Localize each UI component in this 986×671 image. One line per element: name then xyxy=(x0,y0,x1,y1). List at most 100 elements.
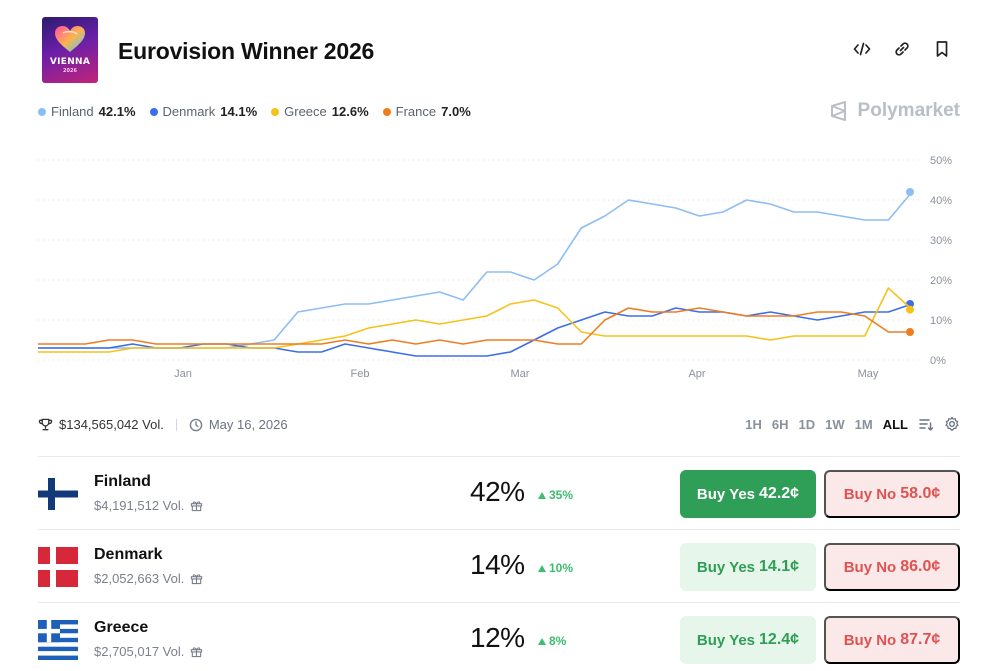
outcome-volume: $2,052,663 Vol. xyxy=(94,571,203,586)
brand-text: Polymarket xyxy=(857,100,960,121)
outcome-probability: 12% xyxy=(470,622,525,653)
y-tick-label: 30% xyxy=(930,235,952,247)
y-tick-label: 40% xyxy=(930,195,952,207)
triangle-up-icon xyxy=(538,564,546,572)
gift-icon[interactable] xyxy=(190,572,203,585)
outcome-name: Finland xyxy=(94,473,151,490)
series-line-finland xyxy=(38,191,913,349)
buy-no-label: Buy No xyxy=(843,631,897,649)
buy-yes-price: 14.1¢ xyxy=(759,558,800,575)
greece-flag-icon xyxy=(38,620,78,660)
market-stats: $134,565,042 Vol. May 16, 2026 1H 6H 1D … xyxy=(38,417,960,435)
buy-no-button-greece[interactable]: Buy No 87.7¢ xyxy=(824,616,960,664)
buy-no-button-finland[interactable]: Buy No 58.0¢ xyxy=(824,470,960,518)
gift-icon[interactable] xyxy=(190,645,203,658)
legend-label: Greece xyxy=(284,104,327,119)
y-tick-label: 0% xyxy=(930,355,946,367)
denmark-flag-icon xyxy=(38,547,78,587)
link-icon[interactable] xyxy=(892,39,912,59)
clock-icon xyxy=(189,418,203,431)
buy-yes-label: Buy Yes xyxy=(696,558,756,576)
buy-no-label: Buy No xyxy=(843,485,897,503)
legend-dot xyxy=(149,107,158,116)
heart-icon xyxy=(55,26,85,52)
filter-list-icon[interactable] xyxy=(918,416,934,432)
buy-yes-button-denmark[interactable]: Buy Yes 14.1¢ xyxy=(680,543,816,591)
range-all[interactable]: ALL xyxy=(882,416,908,432)
outcome-change: 8% xyxy=(538,634,566,648)
buy-yes-price: 42.2¢ xyxy=(759,485,800,502)
buy-no-price: 87.7¢ xyxy=(900,631,941,648)
bookmark-icon[interactable] xyxy=(932,39,952,59)
outcome-volume: $4,191,512 Vol. xyxy=(94,498,203,513)
event-logo: VIENNA 2026 xyxy=(42,17,98,83)
buy-yes-button-finland[interactable]: Buy Yes 42.2¢ xyxy=(680,470,816,518)
finland-flag-icon xyxy=(38,474,78,514)
y-tick-label: 20% xyxy=(930,275,952,287)
outcome-row-finland[interactable]: Finland $4,191,512 Vol. 42% 35% Buy Yes … xyxy=(38,456,960,529)
outcome-change: 35% xyxy=(538,488,573,502)
legend-value: 12.6% xyxy=(331,104,369,119)
outcome-probability: 42% xyxy=(470,476,525,507)
legend-label: Denmark xyxy=(162,104,216,119)
range-1m[interactable]: 1M xyxy=(854,416,873,432)
change-value: 10% xyxy=(549,561,574,575)
range-6h[interactable]: 6H xyxy=(771,416,789,432)
embed-code-icon[interactable] xyxy=(852,39,872,59)
legend-dot xyxy=(382,107,391,116)
buy-no-price: 86.0¢ xyxy=(900,558,941,575)
legend-dot xyxy=(271,107,280,116)
end-date: May 16, 2026 xyxy=(208,417,288,432)
buy-no-price: 58.0¢ xyxy=(900,485,941,502)
polymarket-brand: Polymarket xyxy=(828,100,960,122)
chart-legend: Finland 42.1% Denmark 14.1% Greece 12.6%… xyxy=(38,104,471,119)
price-history-chart[interactable]: 50% 40% 30% 20% 10% 0% Jan Feb Mar Apr May xyxy=(0,140,986,390)
x-tick-label: May xyxy=(858,368,879,380)
range-1d[interactable]: 1D xyxy=(798,416,816,432)
buy-no-button-denmark[interactable]: Buy No 86.0¢ xyxy=(824,543,960,591)
page-title: Eurovision Winner 2026 xyxy=(118,38,375,64)
outcome-list: Finland $4,191,512 Vol. 42% 35% Buy Yes … xyxy=(38,456,960,671)
outcome-volume: $2,705,017 Vol. xyxy=(94,644,203,659)
time-range-selector: 1H 6H 1D 1W 1M ALL xyxy=(745,416,960,432)
buy-yes-price: 12.4¢ xyxy=(759,631,800,648)
gift-icon[interactable] xyxy=(190,499,203,512)
range-1h[interactable]: 1H xyxy=(745,416,762,432)
x-tick-label: Feb xyxy=(351,368,370,380)
legend-dot xyxy=(38,107,46,116)
legend-item-denmark: Denmark 14.1% xyxy=(149,104,258,119)
x-tick-label: Mar xyxy=(511,368,530,380)
series-line-france xyxy=(38,307,912,345)
logo-text: VIENNA xyxy=(49,57,91,67)
outcome-probability: 14% xyxy=(470,549,525,580)
outcome-volume-value: $4,191,512 Vol. xyxy=(94,498,185,513)
logo-subtext: 2026 xyxy=(63,68,77,74)
legend-label: Finland xyxy=(51,104,94,119)
series-endpoint-greece xyxy=(906,305,914,314)
triangle-up-icon xyxy=(538,491,546,499)
market-header: VIENNA 2026 Eurovision Winner 2026 xyxy=(42,17,960,83)
outcome-volume-value: $2,052,663 Vol. xyxy=(94,571,185,586)
legend-item-greece: Greece 12.6% xyxy=(271,104,369,119)
range-1w[interactable]: 1W xyxy=(825,416,845,432)
buy-yes-button-greece[interactable]: Buy Yes 12.4¢ xyxy=(680,616,816,664)
outcome-row-denmark[interactable]: Denmark $2,052,663 Vol. 14% 10% Buy Yes … xyxy=(38,529,960,602)
series-endpoint-france xyxy=(906,328,914,336)
settings-gear-icon[interactable] xyxy=(944,416,960,432)
outcome-row-greece[interactable]: Greece $2,705,017 Vol. 12% 8% Buy Yes 12… xyxy=(38,602,960,671)
total-volume: $134,565,042 Vol. xyxy=(59,417,164,432)
divider xyxy=(175,418,177,431)
outcome-volume-value: $2,705,017 Vol. xyxy=(94,644,185,659)
legend-value: 14.1% xyxy=(220,104,258,119)
x-tick-label: Apr xyxy=(688,368,705,380)
change-value: 8% xyxy=(549,634,567,648)
outcome-name: Greece xyxy=(94,619,149,636)
buy-yes-label: Buy Yes xyxy=(696,631,756,649)
legend-item-france: France 7.0% xyxy=(382,104,471,119)
polymarket-logo-icon xyxy=(830,101,846,121)
buy-yes-label: Buy Yes xyxy=(696,485,756,503)
trophy-icon xyxy=(38,418,53,431)
y-tick-label: 50% xyxy=(930,155,952,167)
legend-item-finland: Finland 42.1% xyxy=(38,104,136,119)
y-tick-label: 10% xyxy=(930,315,952,327)
